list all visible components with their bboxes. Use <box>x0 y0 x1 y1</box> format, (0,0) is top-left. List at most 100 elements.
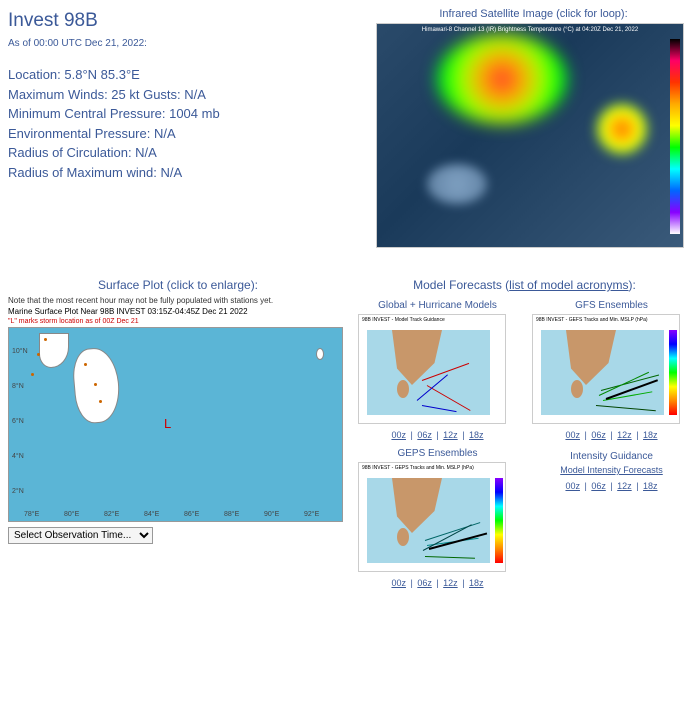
time-00z-link[interactable]: 00z <box>565 481 580 491</box>
marine-title: Marine Surface Plot Near 98B INVEST 03:1… <box>8 307 348 316</box>
lon-label: 86°E <box>184 511 199 518</box>
model-forecasts-section: Model Forecasts (list of model acronyms)… <box>358 278 691 588</box>
time-06z-link[interactable]: 06z <box>417 578 432 588</box>
time-00z-link[interactable]: 00z <box>391 578 406 588</box>
cloud-pattern <box>427 164 487 204</box>
time-06z-link[interactable]: 06z <box>591 430 606 440</box>
surface-plot-section: Surface Plot (click to enlarge): Note th… <box>8 278 348 588</box>
track <box>596 405 656 411</box>
lon-label: 80°E <box>64 511 79 518</box>
satellite-section: Infrared Satellite Image (click for loop… <box>376 8 691 248</box>
time-18z-link[interactable]: 18z <box>469 578 484 588</box>
track-lines <box>591 370 654 405</box>
track <box>417 374 448 400</box>
intensity-forecasts-link[interactable]: Model Intensity Forecasts <box>532 465 691 475</box>
lat-label: 10°N <box>12 348 28 355</box>
station-dot <box>99 400 102 403</box>
model-header: Model Forecasts (list of model acronyms)… <box>358 278 691 292</box>
storm-title: Invest 98B <box>8 10 220 32</box>
surface-plot-title: Surface Plot (click to enlarge): <box>8 278 348 292</box>
track-lines <box>417 370 480 405</box>
srilanka-shape <box>397 380 409 398</box>
ocean-bg <box>541 330 664 415</box>
marine-subtitle: "L" marks storm location as of 00Z Dec 2… <box>8 318 348 325</box>
lat-label: 2°N <box>12 488 24 495</box>
satellite-image[interactable]: Himawari-8 Channel 13 (IR) Brightness Te… <box>376 23 684 248</box>
lon-label: 82°E <box>104 511 119 518</box>
srilanka-shape <box>397 528 409 546</box>
time-06z-link[interactable]: 06z <box>417 430 432 440</box>
time-12z-link[interactable]: 12z <box>617 481 632 491</box>
pressure-colorbar <box>495 478 503 563</box>
gfs-ensembles-panel: GFS Ensembles 98B INVEST - GEFS Tracks a… <box>532 300 691 440</box>
geps-ensembles-panel: GEPS Ensembles 98B INVEST - GEPS Tracks … <box>358 448 517 588</box>
time-18z-link[interactable]: 18z <box>643 481 658 491</box>
intensity-guidance-panel: Intensity Guidance Model Intensity Forec… <box>532 448 691 588</box>
lat-label: 6°N <box>12 418 24 425</box>
time-links: 00z | 06z | 12z | 18z <box>532 481 691 491</box>
surface-note: Note that the most recent hour may not b… <box>8 296 348 305</box>
geps-tracks-image[interactable]: 98B INVEST - GEPS Tracks and Min. MSLP (… <box>358 462 506 572</box>
min-pressure-text: Minimum Central Pressure: 1004 mb <box>8 104 220 124</box>
lon-label: 90°E <box>264 511 279 518</box>
track <box>422 405 457 412</box>
cloud-pattern <box>597 104 647 154</box>
time-12z-link[interactable]: 12z <box>443 578 458 588</box>
model-acronyms-link[interactable]: list of model acronyms <box>509 278 628 292</box>
time-00z-link[interactable]: 00z <box>391 430 406 440</box>
cloud-pattern <box>437 34 567 124</box>
station-dot <box>94 383 97 386</box>
model-track-image[interactable]: 98B INVEST - Model Track Guidance <box>358 314 506 424</box>
panel-title: GEPS Ensembles <box>358 448 517 459</box>
time-links: 00z | 06z | 12z | 18z <box>358 578 517 588</box>
img-title: 98B INVEST - GEFS Tracks and Min. MSLP (… <box>533 315 679 325</box>
ocean-bg <box>367 330 490 415</box>
temperature-colorbar <box>670 39 680 234</box>
time-links: 00z | 06z | 12z | 18z <box>358 430 517 440</box>
satellite-caption: Himawari-8 Channel 13 (IR) Brightness Te… <box>377 24 683 33</box>
track-lines <box>417 518 480 553</box>
img-title: 98B INVEST - Model Track Guidance <box>359 315 505 325</box>
time-18z-link[interactable]: 18z <box>469 430 484 440</box>
station-dot <box>37 353 40 356</box>
lat-label: 8°N <box>12 383 24 390</box>
lon-label: 92°E <box>304 511 319 518</box>
observation-time-select[interactable]: Select Observation Time... <box>8 527 153 544</box>
model-header-text: Model Forecasts ( <box>413 278 509 292</box>
radius-circ-text: Radius of Circulation: N/A <box>8 143 220 163</box>
panel-title: Intensity Guidance <box>532 451 691 462</box>
storm-info: Invest 98B As of 00:00 UTC Dec 21, 2022:… <box>8 8 220 182</box>
global-hurricane-panel: Global + Hurricane Models 98B INVEST - M… <box>358 300 517 440</box>
time-00z-link[interactable]: 00z <box>565 430 580 440</box>
model-header-close: ): <box>629 278 636 292</box>
env-pressure-text: Environmental Pressure: N/A <box>8 124 220 144</box>
gefs-tracks-image[interactable]: 98B INVEST - GEFS Tracks and Min. MSLP (… <box>532 314 680 424</box>
station-dot <box>31 373 34 376</box>
station-dot <box>84 363 87 366</box>
lon-label: 88°E <box>224 511 239 518</box>
storm-details: Location: 5.8°N 85.3°E Maximum Winds: 25… <box>8 65 220 182</box>
location-text: Location: 5.8°N 85.3°E <box>8 65 220 85</box>
time-12z-link[interactable]: 12z <box>443 430 458 440</box>
track <box>425 556 475 559</box>
srilanka-shape <box>571 380 583 398</box>
time-links: 00z | 06z | 12z | 18z <box>532 430 691 440</box>
img-title: 98B INVEST - GEPS Tracks and Min. MSLP (… <box>359 463 505 473</box>
panel-title: Global + Hurricane Models <box>358 300 517 311</box>
time-12z-link[interactable]: 12z <box>617 430 632 440</box>
storm-date: As of 00:00 UTC Dec 21, 2022: <box>8 38 220 49</box>
panel-title: GFS Ensembles <box>532 300 691 311</box>
station-dot <box>44 338 47 341</box>
island-landmass <box>316 348 324 360</box>
pressure-colorbar <box>669 330 677 415</box>
radius-wind-text: Radius of Maximum wind: N/A <box>8 163 220 183</box>
surface-map[interactable]: L 10°N 8°N 6°N 4°N 2°N 78°E 80°E 82°E 84… <box>8 327 343 522</box>
ocean-bg <box>367 478 490 563</box>
time-06z-link[interactable]: 06z <box>591 481 606 491</box>
lat-label: 4°N <box>12 453 24 460</box>
storm-marker: L <box>164 416 171 431</box>
time-18z-link[interactable]: 18z <box>643 430 658 440</box>
satellite-title: Infrared Satellite Image (click for loop… <box>376 8 691 20</box>
lon-label: 84°E <box>144 511 159 518</box>
max-winds-text: Maximum Winds: 25 kt Gusts: N/A <box>8 85 220 105</box>
